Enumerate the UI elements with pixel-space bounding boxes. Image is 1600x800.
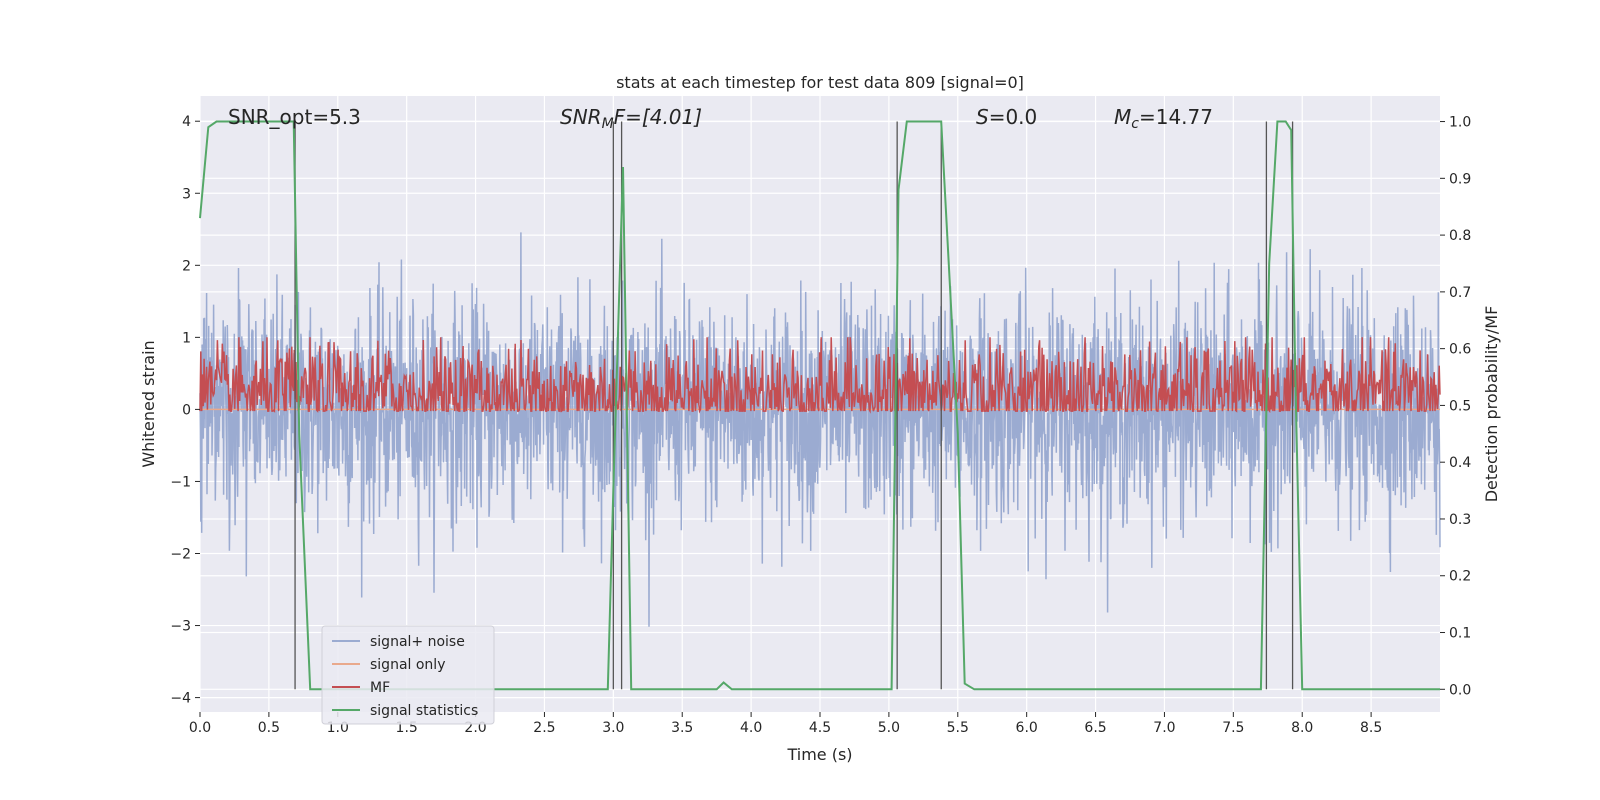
annotation-mc-rest: =14.77: [1139, 105, 1213, 129]
chart-title: stats at each timestep for test data 809…: [616, 73, 1024, 92]
legend-label: MF: [370, 680, 390, 696]
x-tick-label: 8.0: [1291, 720, 1313, 736]
right-y-axis-ticks: 1.0 0.9 0.8 0.7 0.6 0.5 0.4 0.3 0.2 0.1 0.0: [1440, 115, 1471, 698]
signal-statistics-series: [199, 120, 1440, 691]
y-right-tick-label: 0.2: [1449, 569, 1471, 585]
annotation-mc-sub: c: [1131, 116, 1139, 132]
legend-box: [321, 625, 495, 725]
annotation-mc-main: M: [1114, 105, 1131, 129]
legend-label: signal only: [370, 657, 445, 673]
legend-label: signal+ noise: [370, 634, 465, 650]
y-left-tick-label: 1: [182, 330, 191, 346]
annotation-snr-mf-main: SNR: [560, 105, 602, 129]
y-right-tick-label: 0.7: [1449, 285, 1471, 301]
x-tick-label: 4.0: [740, 720, 762, 736]
annotation-snr-mf-sub: M: [602, 116, 614, 132]
y-left-tick-label: 0: [182, 402, 191, 418]
mf-series: [199, 337, 1441, 414]
y-left-tick-label: 4: [182, 114, 191, 130]
annotation-s: S=0.0: [976, 105, 1037, 129]
legend: signal+ noise signal only MF signal stat…: [321, 625, 495, 725]
y-right-tick-label: 0.0: [1449, 682, 1471, 698]
x-tick-label: 5.0: [878, 720, 900, 736]
x-tick-label: 2.5: [533, 720, 555, 736]
annotation-snr-opt: SNR_opt=5.3: [228, 105, 361, 129]
x-tick-label: 4.5: [809, 720, 831, 736]
right-y-axis-label: Detection probability/MF: [1482, 306, 1501, 503]
x-tick-label: 3.5: [671, 720, 693, 736]
x-tick-label: 6.0: [1016, 720, 1038, 736]
y-right-tick-label: 0.6: [1449, 342, 1471, 358]
y-right-tick-label: 1.0: [1449, 115, 1471, 131]
x-tick-label: 0.0: [189, 720, 211, 736]
y-right-tick-label: 0.4: [1449, 455, 1471, 471]
y-left-tick-label: 3: [182, 186, 191, 202]
y-right-tick-label: 0.3: [1449, 512, 1471, 528]
annotation-s-main: S: [976, 105, 989, 129]
y-right-tick-label: 0.8: [1449, 228, 1471, 244]
x-tick-label: 7.5: [1222, 720, 1244, 736]
y-left-tick-label: −4: [170, 691, 191, 707]
signal-statistics-line: [199, 120, 1440, 691]
x-tick-label: 7.0: [1153, 720, 1175, 736]
y-left-tick-label: −3: [170, 619, 191, 635]
y-right-tick-label: 0.1: [1449, 626, 1471, 642]
annotation-s-rest: =0.0: [989, 105, 1038, 129]
legend-item-signal-noise: signal+ noise: [332, 634, 465, 650]
left-y-axis-label: Whitened strain: [139, 340, 158, 467]
x-tick-label: 3.0: [602, 720, 624, 736]
annotation-mc: Mc=14.77: [1114, 105, 1213, 132]
x-tick-label: 5.5: [947, 720, 969, 736]
legend-item-signal-statistics: signal statistics: [332, 703, 478, 719]
x-axis-ticks: 0.0 0.5 1.0 1.5 2.0 2.5 3.0 3.5 4.0 4.5 5.0 5.5 6.0 6…: [189, 712, 1382, 736]
y-left-tick-label: 2: [182, 258, 191, 274]
y-left-tick-label: −1: [170, 474, 191, 490]
x-axis-label: Time (s): [786, 745, 852, 764]
x-tick-label: 0.5: [258, 720, 280, 736]
x-tick-label: 8.5: [1360, 720, 1382, 736]
annotation-snr-mf: SNRMF=[4.01]: [560, 105, 702, 132]
legend-item-mf: MF: [332, 680, 390, 696]
x-tick-label: 6.5: [1084, 720, 1106, 736]
y-left-tick-label: −2: [170, 546, 191, 562]
y-right-tick-label: 0.5: [1449, 398, 1471, 414]
legend-item-signal-only: signal only: [332, 657, 445, 673]
mf-line: [199, 337, 1441, 414]
y-right-tick-label: 0.9: [1449, 171, 1471, 187]
legend-label: signal statistics: [370, 703, 478, 719]
annotation-snr-mf-rest: F=[4.01]: [614, 105, 702, 129]
left-y-axis-ticks: 4 3 2 1 0 −1 −2 −3 −4: [170, 114, 200, 707]
